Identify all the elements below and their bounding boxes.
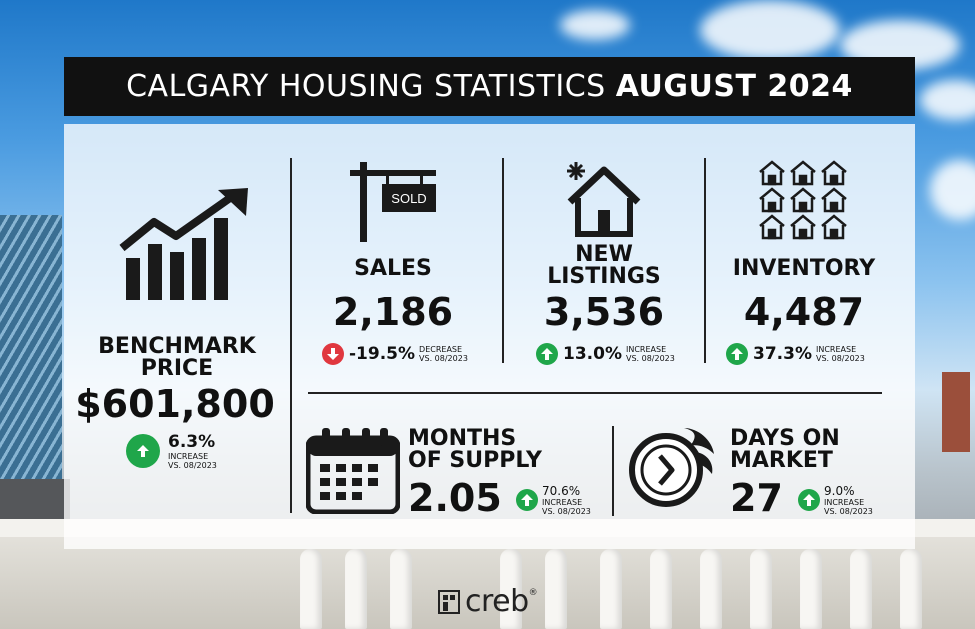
sales-pct: -19.5%: [349, 344, 416, 364]
days-pct: 9.0%: [824, 484, 855, 498]
days-label-line2: MARKET: [730, 448, 833, 473]
benchmark-change: 6.3% INCREASE VS. 08/2023: [126, 432, 217, 470]
inventory-vs: VS. 08/2023: [815, 354, 865, 363]
listings-change: 13.0% INCREASE VS. 08/2023: [536, 343, 675, 365]
arrow-up-icon: [798, 489, 820, 511]
inventory-dir: INCREASE: [815, 345, 857, 354]
registered-mark: ®: [528, 588, 538, 598]
benchmark-label: BENCHMARK PRICE: [98, 334, 256, 381]
inventory-pct: 37.3%: [753, 344, 812, 364]
days-value: 27: [730, 476, 783, 520]
sales-dir: DECREASE: [419, 345, 463, 354]
title-date: AUGUST 2024: [615, 69, 853, 104]
inventory-label: INVENTORY: [732, 256, 876, 281]
inventory-value: 4,487: [743, 290, 865, 334]
supply-change: 70.6% INCREASE VS. 08/2023: [516, 484, 591, 516]
supply-label: MONTHS OF SUPPLY: [408, 428, 568, 472]
sales-value: 2,186: [332, 290, 454, 334]
growth-chart-icon: [119, 188, 248, 300]
brick-building: [942, 372, 970, 452]
listings-value: 3,536: [543, 290, 665, 334]
supply-pct: 70.6%: [542, 484, 581, 498]
supply-dir: INCREASE: [542, 498, 583, 507]
divider: [290, 158, 292, 513]
benchmark-pct: 6.3%: [168, 432, 216, 452]
arrow-up-icon: [516, 489, 538, 511]
fast-clock-icon: [629, 428, 714, 507]
divider: [704, 158, 706, 363]
sold-sign-icon: SOLD: [350, 162, 436, 242]
inventory-change: 37.3% INCREASE VS. 08/2023: [726, 343, 865, 365]
arrow-up-icon: [536, 343, 558, 365]
divider: [502, 158, 504, 363]
divider: [612, 426, 614, 516]
listings-label-line1: NEW: [575, 242, 633, 267]
supply-value: 2.05: [408, 476, 502, 520]
sales-change: -19.5% DECREASE VS. 08/2023: [322, 343, 468, 365]
benchmark-vs: VS. 08/2023: [168, 461, 217, 470]
stats-panel: [64, 124, 915, 549]
creb-wordmark: creb: [465, 584, 529, 619]
new-house-icon: [567, 162, 641, 237]
arrow-down-icon: [322, 343, 344, 365]
listings-label-line2: LISTINGS: [547, 264, 661, 289]
sales-vs: VS. 08/2023: [419, 354, 468, 363]
sold-sign-text: SOLD: [391, 191, 426, 206]
houses-grid-icon: [758, 160, 848, 240]
days-dir: INCREASE: [824, 498, 865, 507]
supply-vs: VS. 08/2023: [542, 507, 591, 516]
days-vs: VS. 08/2023: [824, 507, 873, 516]
benchmark-value: $601,800: [75, 382, 275, 426]
arrow-up-icon: [726, 343, 748, 365]
listings-vs: VS. 08/2023: [625, 354, 675, 363]
days-change: 9.0% INCREASE VS. 08/2023: [798, 484, 873, 516]
title-main: CALGARY HOUSING STATISTICS: [126, 69, 606, 104]
title-banner: CALGARY HOUSING STATISTICS AUGUST 2024: [64, 57, 915, 116]
calendar-icon: [306, 428, 400, 514]
supply-label-line1: MONTHS: [408, 426, 517, 451]
supply-label-line2: OF SUPPLY: [408, 448, 542, 473]
listings-dir: INCREASE: [625, 345, 667, 354]
creb-logo-icon: [438, 589, 460, 614]
listings-label: NEW LISTINGS: [520, 244, 688, 288]
sales-label: SALES: [354, 256, 432, 281]
arrow-up-icon: [126, 434, 160, 468]
benchmark-dir: INCREASE: [168, 452, 209, 461]
listings-pct: 13.0%: [563, 344, 622, 364]
divider: [308, 392, 882, 394]
creb-logo: creb ®: [438, 584, 538, 619]
glass-tower: [0, 215, 62, 485]
days-label-line1: DAYS ON: [730, 426, 840, 451]
days-label: DAYS ON MARKET: [730, 428, 890, 472]
